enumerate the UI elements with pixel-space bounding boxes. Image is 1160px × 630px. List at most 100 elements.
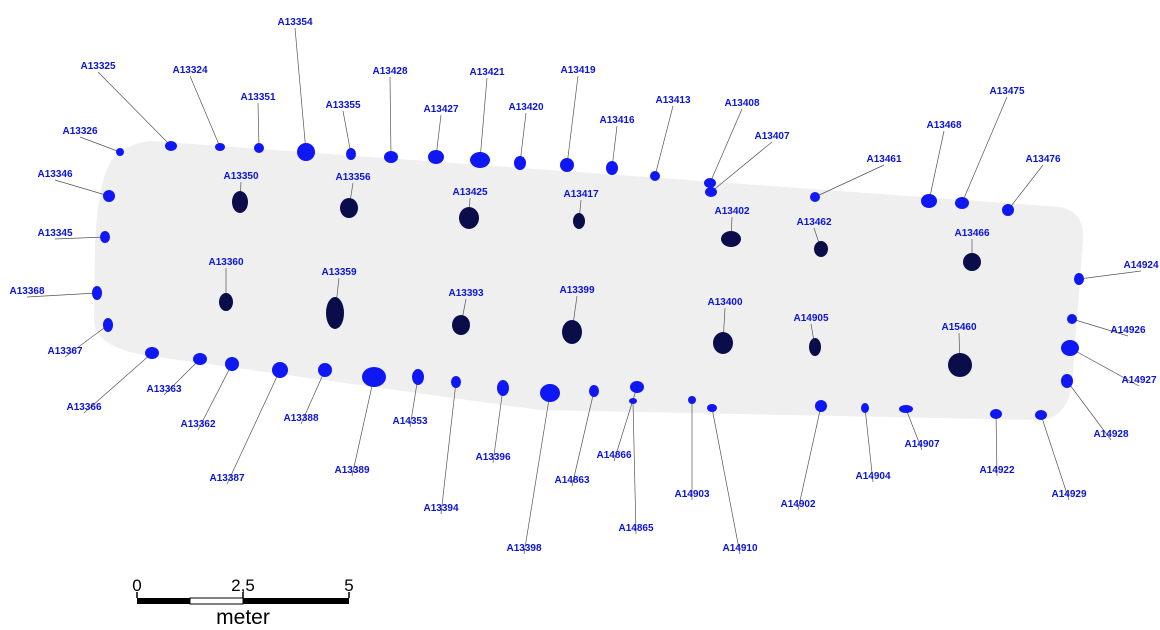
leader-line-a13461: [814, 164, 885, 198]
feature-label-a14928: A14928: [1093, 429, 1128, 440]
outer-posthole-a14927: [1061, 340, 1079, 356]
feature-label-a13398: A13398: [506, 543, 541, 554]
inner-posthole-a13356: [340, 198, 358, 218]
feature-label-a13476: A13476: [1025, 154, 1060, 165]
leader-line-a13389: [351, 376, 375, 477]
outer-posthole-a14353: [412, 369, 424, 385]
outer-posthole-a13368: [92, 286, 102, 300]
inner-posthole-a15460: [948, 353, 972, 377]
feature-label-a13399: A13399: [559, 285, 594, 296]
feature-label-a13324: A13324: [172, 65, 207, 76]
feature-label-a13428: A13428: [372, 66, 407, 77]
outer-posthole-a13366: [145, 347, 159, 359]
inner-posthole-a13402: [721, 231, 741, 247]
outer-posthole-a13398: [540, 384, 560, 402]
leader-line-a13326: [79, 136, 121, 153]
outer-posthole-a14926: [1067, 314, 1077, 324]
inner-posthole-a14905: [809, 338, 821, 356]
feature-label-a14903: A14903: [674, 489, 709, 500]
feature-label-a13389: A13389: [334, 465, 369, 476]
outer-posthole-a13388: [318, 363, 332, 377]
feature-label-a14905: A14905: [793, 313, 828, 324]
inner-posthole-a13425: [459, 207, 479, 229]
outer-posthole-a13408: [704, 178, 716, 188]
outer-posthole-a13387: [272, 362, 288, 378]
feature-label-a13326: A13326: [62, 126, 97, 137]
outer-posthole-a13427: [428, 150, 444, 164]
leader-line-a14924: [1078, 270, 1142, 280]
inner-posthole-a13462: [814, 241, 828, 257]
leader-line-a14926: [1071, 318, 1129, 337]
house-outline: [94, 141, 1084, 420]
feature-label-a13355: A13355: [325, 100, 360, 111]
feature-label-a13402: A13402: [714, 206, 749, 217]
inner-posthole-a13393: [452, 315, 470, 335]
feature-label-a13356: A13356: [335, 172, 370, 183]
feature-label-a13419: A13419: [560, 65, 595, 76]
feature-label-a14863: A14863: [554, 475, 589, 486]
feature-label-a14353: A14353: [392, 416, 427, 427]
feature-label-a14922: A14922: [979, 465, 1014, 476]
outer-posthole-a13363: [193, 353, 207, 365]
leader-line-a13475: [961, 96, 1008, 204]
outer-posthole-a13367: [103, 318, 113, 332]
outer-posthole-a13421: [470, 152, 490, 168]
feature-label-a13416: A13416: [599, 115, 634, 126]
outer-posthole-a13346: [103, 190, 115, 202]
scale-bar-label-5: 5: [344, 576, 353, 595]
outer-posthole-a14907: [899, 405, 913, 413]
leader-line-a14927: [1069, 347, 1140, 387]
leader-line-a13408: [709, 108, 743, 184]
outer-posthole-a13396: [497, 380, 509, 396]
outer-posthole-a13326: [116, 148, 124, 156]
scale-bar-label-0: 0: [132, 576, 141, 595]
leader-line-a13325: [97, 71, 172, 147]
inner-posthole-a13399: [562, 320, 582, 344]
leader-line-a13476: [1007, 164, 1044, 211]
leader-line-a14902: [797, 405, 822, 511]
scale-bar: 0 2,5 5 meter: [132, 576, 353, 629]
feature-label-a13351: A13351: [240, 92, 275, 103]
feature-label-a13466: A13466: [954, 228, 989, 239]
outer-posthole-a14910: [707, 404, 717, 412]
outer-posthole-a13362: [225, 357, 239, 371]
inner-posthole-a13417: [573, 213, 585, 229]
scale-bar-unit: meter: [216, 606, 270, 629]
leader-line-a13419: [566, 75, 579, 166]
leader-line-a14907: [905, 408, 923, 451]
outer-posthole-a14928: [1061, 374, 1073, 388]
outer-posthole-a13355: [346, 148, 356, 160]
outer-posthole-a14924: [1074, 273, 1084, 285]
outer-posthole-a14929: [1035, 410, 1047, 420]
leader-line-a14904: [864, 407, 874, 483]
outer-posthole-a13475: [955, 197, 969, 209]
outer-posthole-a13389: [362, 367, 386, 387]
outer-posthole-a13419: [560, 158, 574, 172]
leader-line-a13398: [523, 392, 551, 555]
leader-line-a13368: [26, 292, 98, 298]
leader-line-a13354: [294, 27, 307, 153]
leader-line-a13413: [654, 105, 674, 177]
feature-label-a13362: A13362: [180, 419, 215, 430]
feature-label-a13360: A13360: [208, 257, 243, 268]
inner-posthole-a13360: [219, 293, 233, 311]
feature-label-a13345: A13345: [37, 228, 72, 239]
leader-line-a13355: [342, 110, 352, 155]
feature-label-a13363: A13363: [146, 384, 181, 395]
outer-posthole-a13351: [254, 143, 264, 153]
leader-line-a14922: [995, 413, 998, 477]
outer-posthole-a14922: [990, 409, 1002, 419]
leader-line-a13420: [519, 112, 527, 164]
feature-label-a14904: A14904: [855, 471, 890, 482]
feature-label-a13420: A13420: [508, 102, 543, 113]
feature-label-a13388: A13388: [283, 413, 318, 424]
leader-line-a13363: [163, 358, 201, 396]
scale-bar-segment-3: [243, 598, 349, 604]
scale-bar-label-2-5: 2,5: [231, 576, 255, 595]
outer-posthole-a14904: [861, 403, 869, 413]
leader-line-a14865: [632, 400, 637, 535]
outer-posthole-a14863: [589, 385, 599, 397]
outer-posthole-a13428: [384, 151, 398, 163]
outer-posthole-a13345: [100, 231, 110, 243]
feature-label-a13400: A13400: [707, 297, 742, 308]
